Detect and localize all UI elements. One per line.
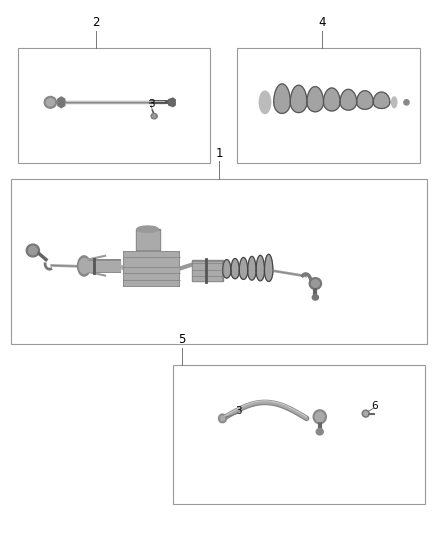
Ellipse shape [313, 410, 326, 424]
Ellipse shape [44, 96, 57, 108]
Ellipse shape [137, 226, 159, 232]
Bar [18, 48, 210, 163]
Bar [137, 231, 159, 249]
Bar [84, 259, 121, 273]
Ellipse shape [151, 114, 157, 119]
Text: 3: 3 [148, 99, 155, 109]
Polygon shape [223, 260, 231, 278]
Ellipse shape [316, 429, 323, 435]
Ellipse shape [311, 280, 319, 287]
Ellipse shape [220, 416, 225, 421]
Polygon shape [169, 98, 175, 107]
Text: 6: 6 [371, 401, 378, 411]
Ellipse shape [219, 414, 226, 423]
Bar [193, 262, 221, 280]
Polygon shape [373, 92, 390, 109]
Polygon shape [357, 91, 373, 109]
Polygon shape [307, 87, 324, 112]
Polygon shape [231, 259, 239, 279]
Text: 2: 2 [92, 17, 100, 29]
Bar [237, 48, 420, 163]
Ellipse shape [315, 412, 324, 422]
Polygon shape [239, 257, 247, 279]
Bar [11, 179, 427, 344]
Ellipse shape [79, 259, 89, 273]
Polygon shape [340, 90, 357, 110]
Ellipse shape [46, 99, 54, 106]
Ellipse shape [152, 115, 156, 118]
Polygon shape [58, 97, 65, 108]
Polygon shape [274, 84, 290, 114]
Bar [192, 260, 223, 281]
Ellipse shape [364, 411, 367, 416]
Text: 4: 4 [318, 17, 326, 29]
Polygon shape [265, 254, 273, 281]
Text: 3: 3 [235, 407, 242, 416]
Ellipse shape [362, 410, 369, 417]
Ellipse shape [312, 295, 318, 300]
Ellipse shape [26, 244, 39, 257]
Ellipse shape [392, 97, 397, 108]
Text: 5: 5 [178, 334, 185, 346]
Bar [123, 251, 180, 287]
Bar [85, 261, 120, 271]
Ellipse shape [259, 91, 271, 114]
Ellipse shape [78, 256, 91, 276]
Ellipse shape [309, 278, 321, 289]
Ellipse shape [404, 100, 409, 105]
Bar [124, 252, 178, 285]
Polygon shape [248, 256, 256, 280]
Bar [136, 229, 160, 251]
Polygon shape [256, 255, 265, 281]
Polygon shape [290, 85, 307, 112]
Text: 1: 1 [215, 147, 223, 160]
Ellipse shape [28, 246, 37, 255]
Bar [173, 365, 425, 504]
Polygon shape [324, 88, 340, 111]
